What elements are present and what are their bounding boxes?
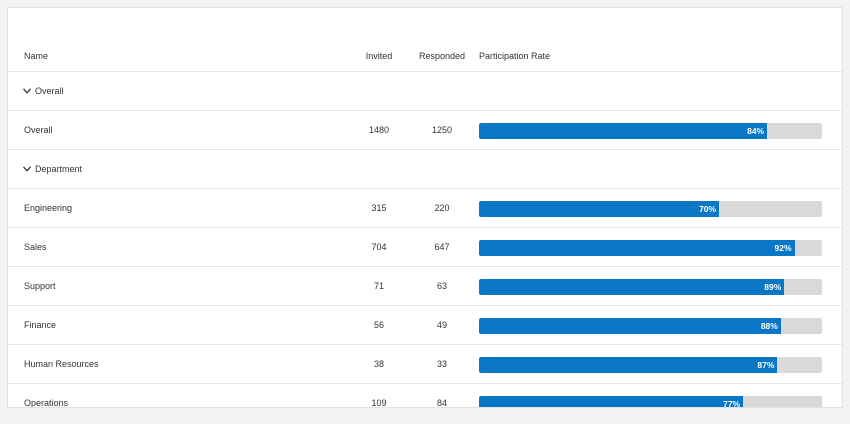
rate-track: 87%	[479, 357, 822, 373]
table-row: Human Resources 38 33 87%	[8, 344, 842, 384]
rate-bar: 87%	[479, 357, 778, 373]
responded-count: 33	[436, 359, 447, 369]
invited-count: 315	[371, 203, 387, 213]
table-row: Operations 109 84 77%	[8, 383, 842, 408]
row-name: Operations	[24, 398, 69, 408]
invited-count: 704	[371, 242, 387, 252]
responded-count: 49	[436, 320, 447, 330]
rate-track: 70%	[479, 201, 822, 217]
rate-track: 88%	[479, 318, 822, 334]
row-name: Support	[24, 281, 56, 291]
responded-count: 63	[436, 281, 447, 291]
row-name: Engineering	[24, 203, 73, 213]
section-header[interactable]: Department	[8, 149, 842, 189]
rate-bar: 84%	[479, 123, 768, 139]
table-row: Overall 1480 1250 84%	[8, 110, 842, 150]
table-row: Engineering 315 220 70%	[8, 188, 842, 228]
row-name: Sales	[24, 242, 47, 252]
rate-track: 89%	[479, 279, 822, 295]
invited-count: 56	[373, 320, 384, 330]
rate-bar: 92%	[479, 240, 795, 256]
row-name: Overall	[24, 125, 53, 135]
rate-label: 84%	[747, 126, 765, 136]
rate-bar: 70%	[479, 201, 720, 217]
rate-label: 88%	[760, 321, 778, 331]
rate-track: 77%	[479, 396, 822, 408]
rate-track: 92%	[479, 240, 822, 256]
section-header[interactable]: Overall	[8, 71, 842, 111]
invited-count: 1480	[368, 125, 390, 135]
responded-count: 84	[436, 398, 447, 408]
responded-count: 1250	[431, 125, 453, 135]
responded-count: 220	[434, 203, 450, 213]
rate-bar: 77%	[479, 396, 744, 408]
column-header: Name	[24, 51, 49, 61]
invited-count: 38	[373, 359, 384, 369]
chevron-icon[interactable]	[23, 166, 31, 172]
rate-label: 89%	[764, 282, 782, 292]
table-row: Sales 704 647 92%	[8, 227, 842, 267]
row-name: Finance	[24, 320, 57, 330]
responded-count: 647	[434, 242, 450, 252]
column-header: Participation Rate	[479, 51, 551, 61]
rate-bar: 88%	[479, 318, 781, 334]
table-card: Name Invited Responded Participation Rat…	[7, 7, 843, 408]
rate-label: 77%	[723, 399, 741, 408]
invited-count: 109	[371, 398, 387, 408]
column-header: Invited	[365, 51, 393, 61]
rate-label: 92%	[774, 243, 792, 253]
invited-count: 71	[373, 281, 384, 291]
rate-bar: 89%	[479, 279, 785, 295]
chevron-icon[interactable]	[23, 88, 31, 94]
row-name: Human Resources	[24, 359, 99, 369]
rate-label: 70%	[699, 204, 717, 214]
rate-label: 87%	[757, 360, 775, 370]
table-row: Finance 56 49 88%	[8, 305, 842, 345]
table-row: Support 71 63 89%	[8, 266, 842, 306]
rate-track: 84%	[479, 123, 822, 139]
section-label: Department	[35, 164, 83, 174]
column-header: Responded	[418, 51, 466, 61]
section-label: Overall	[35, 86, 64, 96]
